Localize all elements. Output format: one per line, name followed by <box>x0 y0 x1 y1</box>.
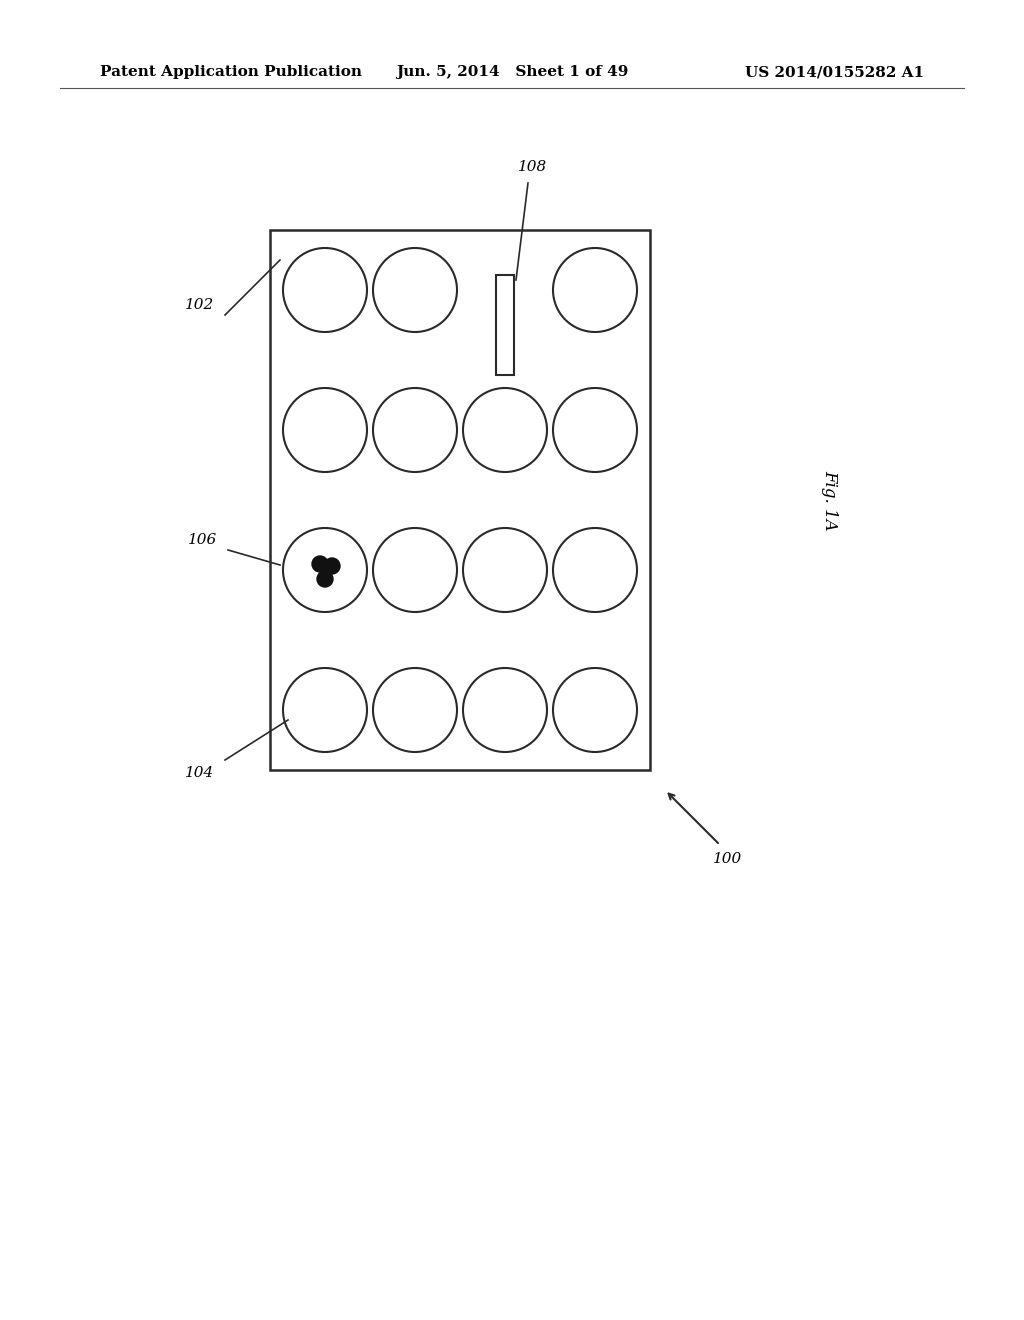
Text: 102: 102 <box>185 298 215 312</box>
Text: 100: 100 <box>714 851 742 866</box>
Circle shape <box>312 556 328 572</box>
Text: Patent Application Publication: Patent Application Publication <box>100 65 362 79</box>
Bar <box>270 230 650 770</box>
Text: US 2014/0155282 A1: US 2014/0155282 A1 <box>744 65 924 79</box>
Text: Fig. 1A: Fig. 1A <box>821 470 839 531</box>
Text: Jun. 5, 2014   Sheet 1 of 49: Jun. 5, 2014 Sheet 1 of 49 <box>396 65 628 79</box>
Circle shape <box>317 572 333 587</box>
Text: 106: 106 <box>188 533 218 546</box>
Text: 108: 108 <box>518 160 548 174</box>
Circle shape <box>324 558 340 574</box>
Bar <box>496 275 514 375</box>
Text: 104: 104 <box>185 766 215 780</box>
